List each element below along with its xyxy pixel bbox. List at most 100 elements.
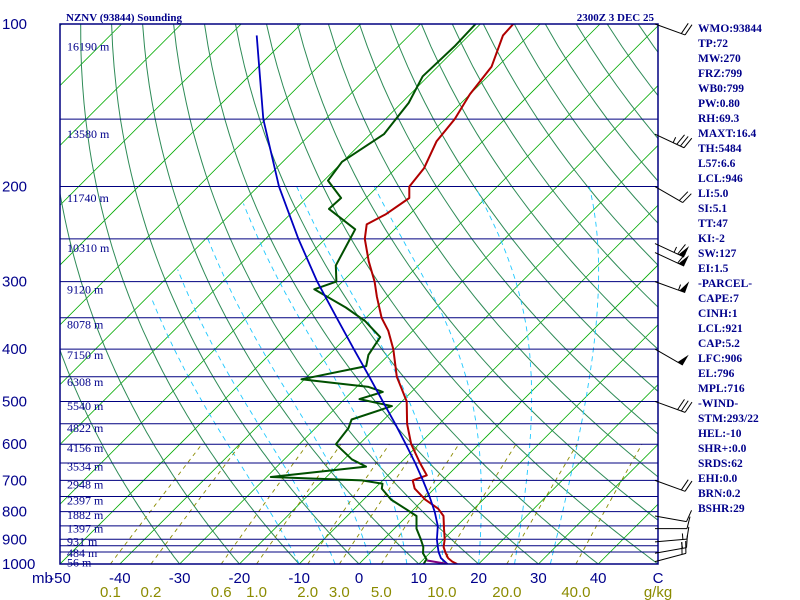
parcel-trace bbox=[255, 35, 449, 564]
height-label: 1882 m bbox=[67, 508, 104, 522]
index-value: PW:0.80 bbox=[698, 98, 740, 110]
sounding-traces bbox=[255, 24, 515, 564]
index-value: MAXT:16.4 bbox=[698, 128, 757, 140]
sounding-indices-panel: WMO:93844 TP:72 MW:270 FRZ:799 WB0:799 PW:0.8… bbox=[698, 22, 762, 517]
mixing-ratio-tick-label: 1.0 bbox=[246, 584, 267, 600]
index-value: SHR+:0.0 bbox=[698, 443, 747, 455]
mixing-ratio-line bbox=[256, 443, 342, 564]
mixing-ratio-line bbox=[441, 443, 517, 564]
height-label: 9120 m bbox=[67, 282, 104, 296]
mixing-ratio-tick-label: 0.6 bbox=[211, 584, 232, 600]
temperature-trace bbox=[363, 24, 515, 564]
height-label: 11740 m bbox=[67, 191, 110, 205]
index-value: -PARCEL- bbox=[698, 278, 753, 290]
index-value: TH:5484 bbox=[698, 143, 742, 155]
wind-barb bbox=[654, 526, 690, 543]
isotherm-line bbox=[60, 24, 242, 206]
index-value: EL:796 bbox=[698, 368, 735, 380]
mixing-ratio-tick-label: 40.0 bbox=[561, 584, 590, 600]
index-value: CAPE:7 bbox=[698, 293, 739, 305]
index-value: RH:69.3 bbox=[698, 113, 740, 125]
index-value: CAP:5.2 bbox=[698, 338, 740, 350]
pressure-tick-label: 500 bbox=[2, 393, 27, 410]
index-value: SW:127 bbox=[698, 248, 737, 260]
index-value: SI:5.1 bbox=[698, 203, 728, 215]
isotherm-line bbox=[60, 24, 362, 326]
pressure-tick-label: 900 bbox=[2, 531, 27, 548]
wind-barb bbox=[654, 281, 690, 294]
pressure-tick-label: 300 bbox=[2, 274, 27, 291]
isotherm-line bbox=[60, 24, 302, 266]
isotherm-line bbox=[60, 24, 182, 146]
isotherm-line bbox=[358, 264, 658, 564]
moist-adiabat-line bbox=[150, 296, 300, 564]
isotherm-line bbox=[179, 85, 658, 564]
isotherm-line bbox=[418, 324, 658, 564]
height-label: 16190 m bbox=[67, 39, 110, 53]
pressure-tick-label: 100 bbox=[2, 16, 27, 33]
index-value: TP:72 bbox=[698, 38, 729, 50]
height-label: 5540 m bbox=[67, 399, 104, 413]
wind-barb bbox=[654, 399, 693, 413]
moist-adiabat-line bbox=[207, 238, 372, 564]
wind-barb bbox=[654, 133, 693, 149]
height-label: 1397 m bbox=[67, 522, 104, 536]
height-label: 7150 m bbox=[67, 348, 104, 362]
wind-barb bbox=[654, 479, 693, 492]
index-value: LCL:921 bbox=[698, 323, 743, 335]
isotherm-line bbox=[60, 24, 601, 564]
index-value: SRDS:62 bbox=[698, 458, 743, 470]
temperature-tick-label: -50 bbox=[49, 570, 71, 587]
height-label: 4822 m bbox=[67, 421, 104, 435]
mixing-ratio-tick-label: 3.0 bbox=[329, 584, 350, 600]
temperature-tick-label: 30 bbox=[530, 570, 547, 587]
temperature-tick-label: 20 bbox=[470, 570, 487, 587]
index-value: MPL:716 bbox=[698, 383, 745, 395]
index-value: EI:1.5 bbox=[698, 263, 729, 275]
height-label: 6308 m bbox=[67, 375, 104, 389]
height-label: 2397 m bbox=[67, 494, 104, 508]
height-label: 13580 m bbox=[67, 127, 110, 141]
index-value: FRZ:799 bbox=[698, 68, 743, 80]
station-title: NZNV (93844) Sounding bbox=[66, 12, 182, 24]
mixing-ratio-tick-label: 0.1 bbox=[100, 584, 121, 600]
index-value: MW:270 bbox=[698, 53, 741, 65]
index-value: HEL:-10 bbox=[698, 428, 742, 440]
mixing-ratio-line bbox=[506, 443, 578, 564]
index-value: LI:5.0 bbox=[698, 188, 729, 200]
mixing-ratio-tick-label: 10.0 bbox=[427, 584, 456, 600]
temperature-tick-label: 40 bbox=[590, 570, 607, 587]
index-value: STM:293/22 bbox=[698, 413, 759, 425]
plot-frame bbox=[59, 23, 659, 565]
moist-adiabat-line bbox=[242, 203, 408, 564]
pressure-unit-label: mb bbox=[32, 570, 53, 587]
pressure-tick-label: 400 bbox=[2, 341, 27, 358]
pressure-tick-label: 700 bbox=[2, 472, 27, 489]
moist-adiabat-line bbox=[177, 269, 336, 564]
index-value: TT:47 bbox=[698, 218, 728, 230]
isotherm-line bbox=[478, 384, 658, 564]
index-value: WMO:93844 bbox=[698, 23, 762, 35]
wind-barb bbox=[655, 516, 691, 530]
pressure-tick-label: 200 bbox=[2, 179, 27, 196]
temperature-tick-label: -10 bbox=[288, 570, 310, 587]
isotherm-line bbox=[239, 144, 658, 564]
wind-barbs bbox=[654, 23, 693, 563]
isotherm-line bbox=[119, 25, 658, 564]
mixing-ratio-tick-label: 5.0 bbox=[371, 584, 392, 600]
wind-barb bbox=[654, 23, 693, 36]
mixing-ratio-tick-label: 20.0 bbox=[492, 584, 521, 600]
wind-barb bbox=[654, 243, 690, 258]
temperature-unit-label: C bbox=[653, 570, 664, 587]
mixing-ratio-line bbox=[380, 443, 460, 564]
pressure-tick-label: 1000 bbox=[2, 556, 35, 573]
sounding-time: 2300Z 3 DEC 25 bbox=[577, 12, 655, 24]
isotherm-line bbox=[60, 24, 541, 505]
height-label: 56 m bbox=[67, 555, 92, 569]
height-label: 3534 m bbox=[67, 460, 104, 474]
isotherm-line bbox=[60, 24, 421, 386]
index-value: KI:-2 bbox=[698, 233, 725, 245]
index-value: L57:6.6 bbox=[698, 158, 736, 170]
